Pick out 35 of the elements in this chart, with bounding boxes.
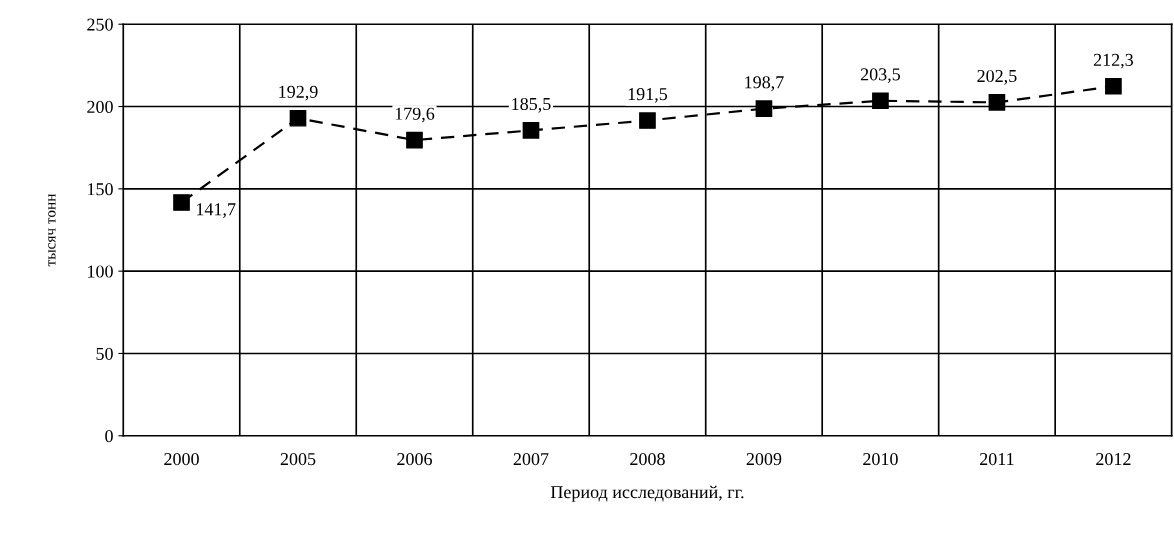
point [173,194,190,211]
data-label: 191,5 [628,88,668,103]
x-tick-label: 2007 [513,452,549,466]
data-label: 202,5 [977,69,1017,85]
y-tick-label: 250 [87,18,113,31]
point [289,109,307,127]
data-label: 198,7 [745,76,784,91]
x-axis-title: Период исследований, гг. [550,485,744,502]
y-axis-title: тысяч тонн [48,194,56,267]
y-tick-label: 100 [88,265,113,278]
data-label: 179,6 [395,107,435,123]
x-tick-label: 2012 [1096,452,1131,466]
point [872,92,889,110]
point [1105,77,1122,95]
x-tick-label: 2011 [980,452,1014,466]
point [755,100,773,117]
point [639,112,656,129]
x-tick-label: 2000 [164,452,199,466]
data-label: 141,7 [196,203,236,218]
data-label: 192,9 [279,85,318,101]
data-label: 203,5 [860,68,901,84]
data-label: 185,5 [512,97,551,113]
x-tick-label: 2009 [746,452,782,466]
x-tick-label: 2006 [397,452,432,466]
point [988,94,1006,111]
x-tick-label: 2008 [630,452,665,466]
point [406,131,423,149]
data-label: 212,3 [1093,53,1134,69]
y-tick-label: 200 [87,100,113,113]
y-tick-label: 150 [88,183,113,196]
y-tick-label: 50 [96,347,113,360]
x-tick-label: 2010 [863,452,898,466]
y-tick-label: 0 [105,430,113,443]
x-tick-label: 2005 [280,452,316,466]
point [522,122,540,139]
